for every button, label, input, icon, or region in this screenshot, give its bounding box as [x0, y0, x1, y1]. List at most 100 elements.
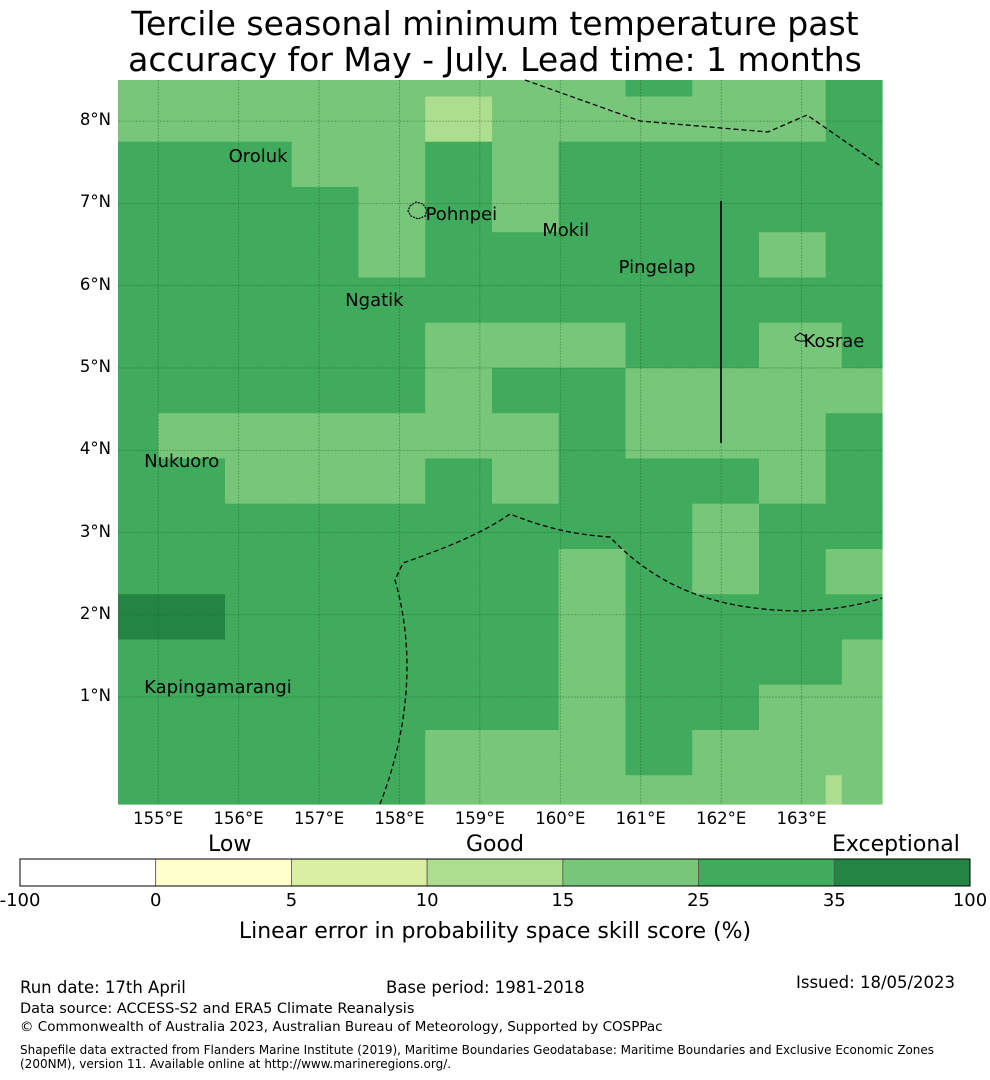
skill-cell [225, 730, 293, 776]
skill-cell [492, 594, 560, 640]
latitude-tick-label: 1°N [79, 686, 111, 706]
skill-cell [841, 413, 883, 460]
skill-cell [225, 277, 293, 324]
category-exceptional: Exceptional [832, 832, 960, 857]
category-low: Low [208, 832, 252, 857]
skill-cell [425, 141, 493, 188]
colorbar-outline [19, 858, 971, 887]
skill-cell [492, 277, 560, 324]
skill-cell [225, 684, 293, 731]
colorbar-tick-label: 10 [415, 890, 439, 911]
skill-cell [825, 141, 843, 188]
skill-cell [118, 141, 159, 188]
place-label-oroluk: Oroluk [228, 146, 288, 168]
skill-cell [558, 277, 626, 324]
skill-cell [492, 322, 560, 369]
skill-cell [291, 413, 359, 460]
skill-cell [225, 80, 293, 98]
skill-cell [118, 549, 159, 595]
longitude-tick-label: 163°E [776, 809, 827, 828]
skill-cell [825, 775, 843, 805]
skill-cell [291, 368, 359, 414]
map-gridlines [118, 80, 882, 804]
skill-cell [158, 141, 226, 188]
colorbar-tick-label: 15 [551, 890, 575, 911]
skill-cell [841, 141, 883, 188]
skill-cell [492, 413, 560, 460]
title-line-1: Tercile seasonal minimum temperature pas… [131, 4, 859, 43]
skill-cell [291, 277, 359, 324]
latitude-tick-label: 3°N [79, 521, 111, 541]
place-label-mokil: Mokil [542, 220, 590, 242]
skill-cell [558, 322, 626, 369]
skill-cell [425, 368, 493, 414]
skill-cell [425, 413, 493, 460]
skill-cell [692, 503, 760, 550]
skill-cell [841, 96, 883, 143]
skill-cell [625, 594, 693, 640]
longitude-tick-label: 160°E [535, 809, 586, 828]
skill-cell [492, 232, 560, 279]
skill-cell [425, 232, 493, 279]
skill-cell [492, 639, 560, 686]
skill-cell [759, 232, 827, 279]
skill-cell [625, 277, 693, 324]
skill-cell [291, 458, 359, 505]
skill-cell [625, 322, 693, 369]
skill-cell [118, 80, 159, 98]
skill-cell [625, 232, 693, 279]
skill-cell [425, 80, 493, 98]
skill-cell [291, 684, 359, 731]
skill-cell [692, 730, 760, 776]
skill-cell [158, 413, 226, 460]
skill-cell [841, 639, 883, 686]
skill-cell [759, 549, 827, 595]
skill-cell [692, 322, 760, 369]
skill-cell [492, 503, 560, 550]
skill-cell [291, 594, 359, 640]
place-label-pingelap: Pingelap [618, 257, 696, 279]
skill-cell [291, 232, 359, 279]
skill-cell [558, 232, 626, 279]
category-good: Good [466, 832, 524, 857]
skill-cell [625, 639, 693, 686]
skill-cell [759, 594, 827, 640]
skill-cell [358, 730, 426, 776]
skill-cell [825, 232, 843, 279]
skill-cell [558, 775, 626, 805]
place-label-pohnpei: Pohnpei [425, 203, 498, 225]
skill-cell [358, 503, 426, 550]
skill-cell [118, 277, 159, 324]
skill-cell [158, 458, 226, 505]
colorbar-tick-label: 35 [822, 890, 846, 911]
issued-date: Issued: 18/05/2023 [796, 973, 956, 992]
skill-cell [158, 277, 226, 324]
skill-cell [625, 549, 693, 595]
skill-cell [358, 458, 426, 505]
skill-cell [841, 322, 883, 369]
skill-cell [425, 503, 493, 550]
skill-cell [425, 277, 493, 324]
colorbar-tick-label: 100 [952, 890, 988, 911]
skill-cell [558, 368, 626, 414]
skill-cell [358, 775, 426, 805]
skill-cell [425, 594, 493, 640]
colorbar-tick-label: 5 [285, 890, 298, 911]
place-label-kosrae: Kosrae [803, 331, 865, 353]
latitude-tick-label: 8°N [79, 110, 111, 130]
map-title: Tercile seasonal minimum temperature pas… [0, 6, 990, 78]
skill-cell [759, 141, 827, 188]
skill-cell [225, 458, 293, 505]
shapefile-credit-line-1: Shapefile data extracted from Flanders M… [20, 1043, 935, 1057]
skill-cell [425, 322, 493, 369]
colorbar-segments [19, 858, 971, 887]
skill-cell [358, 549, 426, 595]
place-label-kapingamarangi: Kapingamarangi [144, 676, 292, 698]
skill-cell [225, 639, 293, 686]
longitude-tick-label: 155°E [133, 809, 184, 828]
place-label-ngatik: Ngatik [345, 290, 404, 312]
skill-cell [225, 775, 293, 805]
latitude-tick-label: 6°N [79, 274, 111, 294]
skill-cell [118, 368, 159, 414]
